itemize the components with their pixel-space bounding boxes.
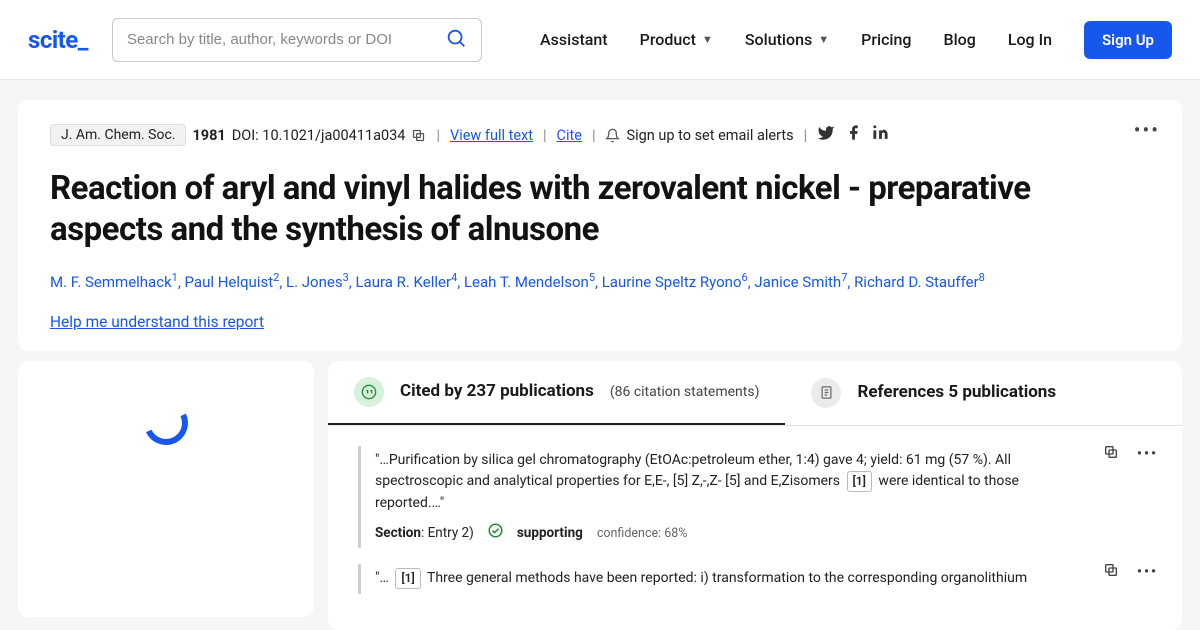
check-icon xyxy=(488,523,503,545)
nav-pricing[interactable]: Pricing xyxy=(861,30,911,49)
document-icon xyxy=(811,378,841,408)
meta-row: J. Am. Chem. Soc. 1981 DOI: 10.1021/ja00… xyxy=(50,124,1150,146)
author-link[interactable]: Leah T. Mendelson5 xyxy=(464,273,595,291)
divider: | xyxy=(436,127,440,144)
tab-references[interactable]: References 5 publications xyxy=(785,361,1082,425)
linkedin-icon[interactable] xyxy=(872,124,889,146)
nav-label: Log In xyxy=(1008,30,1052,49)
copy-icon[interactable] xyxy=(1103,562,1119,586)
author-link[interactable]: Laurine Speltz Ryono6 xyxy=(602,273,748,291)
more-icon[interactable]: ••• xyxy=(1137,562,1158,586)
citation-actions: ••• xyxy=(1103,444,1158,468)
alerts-text: Sign up to set email alerts xyxy=(626,127,793,144)
nav-label: Blog xyxy=(943,30,975,49)
reference-pill[interactable]: [1] xyxy=(395,568,420,589)
twitter-icon[interactable] xyxy=(817,124,835,146)
tab-cited-by[interactable]: Cited by 237 publications (86 citation s… xyxy=(328,361,785,425)
journal-badge: J. Am. Chem. Soc. xyxy=(50,124,186,146)
tabs-row: Cited by 237 publications (86 citation s… xyxy=(328,361,1182,426)
facebook-icon[interactable] xyxy=(845,124,862,146)
tab-text: Cited by 237 publications xyxy=(400,381,594,401)
top-header: scite_ Assistant Product ▼ Solutions ▼ Pri… xyxy=(0,0,1200,80)
nav-label: Solutions xyxy=(745,30,812,49)
classification-label: supporting xyxy=(517,523,583,544)
top-nav: Assistant Product ▼ Solutions ▼ Pricing Bl… xyxy=(540,21,1172,59)
nav-label: Assistant xyxy=(540,30,608,49)
author-link[interactable]: L. Jones3 xyxy=(286,273,349,291)
help-understand-link[interactable]: Help me understand this report xyxy=(50,313,264,331)
search-icon[interactable] xyxy=(445,27,467,53)
citation-text-pre: "… xyxy=(375,570,389,586)
divider: | xyxy=(543,127,547,144)
citation-text-post: Three general methods have been reported… xyxy=(427,570,1027,586)
author-link[interactable]: Richard D. Stauffer8 xyxy=(854,273,985,291)
nav-login[interactable]: Log In xyxy=(1008,30,1052,49)
social-icons xyxy=(817,124,889,146)
logo-text: scite xyxy=(28,26,78,54)
tab-title: References 5 publications xyxy=(857,382,1056,402)
side-panel xyxy=(18,361,314,617)
search-box[interactable] xyxy=(112,18,482,62)
cite-link[interactable]: Cite xyxy=(557,127,582,144)
confidence-label: confidence: 68% xyxy=(597,524,688,543)
author-link[interactable]: Janice Smith7 xyxy=(754,273,847,291)
doi-text: DOI: 10.1021/ja00411a034 xyxy=(232,127,406,144)
paper-card: ••• J. Am. Chem. Soc. 1981 DOI: 10.1021/… xyxy=(18,100,1182,351)
chevron-down-icon: ▼ xyxy=(818,33,829,46)
tab-subtitle: (86 citation statements) xyxy=(610,384,760,400)
logo[interactable]: scite_ xyxy=(28,26,88,54)
bell-icon[interactable] xyxy=(605,128,620,143)
nav-assistant[interactable]: Assistant xyxy=(540,30,608,49)
signup-button[interactable]: Sign Up xyxy=(1084,21,1172,59)
author-link[interactable]: Paul Helquist2 xyxy=(185,273,280,291)
divider: | xyxy=(592,127,596,144)
author-link[interactable]: Laura R. Keller4 xyxy=(355,273,457,291)
logo-underscore: _ xyxy=(78,26,88,54)
card-menu-icon[interactable]: ••• xyxy=(1134,118,1160,142)
quote-icon xyxy=(354,377,384,407)
view-full-text-link[interactable]: View full text xyxy=(450,127,533,144)
year: 1981 xyxy=(192,127,225,144)
reference-pill[interactable]: [1] xyxy=(847,471,872,492)
citations-list: ••• "…Purification by silica gel chromat… xyxy=(328,426,1182,630)
citation-actions: ••• xyxy=(1103,562,1158,586)
copy-icon[interactable] xyxy=(1103,444,1119,468)
loading-spinner-icon xyxy=(138,394,194,450)
chevron-down-icon: ▼ xyxy=(702,33,713,46)
citation-item: ••• "…Purification by silica gel chromat… xyxy=(358,446,1152,549)
lower-row: Cited by 237 publications (86 citation s… xyxy=(0,361,1200,630)
copy-icon[interactable] xyxy=(411,128,426,143)
section-label: Section: Entry 2) xyxy=(375,523,474,544)
citations-panel: Cited by 237 publications (86 citation s… xyxy=(328,361,1182,630)
nav-product[interactable]: Product ▼ xyxy=(640,30,713,49)
nav-blog[interactable]: Blog xyxy=(943,30,975,49)
search-input[interactable] xyxy=(127,31,435,48)
nav-solutions[interactable]: Solutions ▼ xyxy=(745,30,829,49)
nav-label: Product xyxy=(640,30,696,49)
citation-item: ••• "… [1] Three general methods have be… xyxy=(358,564,1152,594)
divider: | xyxy=(804,127,808,144)
author-link[interactable]: M. F. Semmelhack1 xyxy=(50,273,178,291)
authors-list: M. F. Semmelhack1, Paul Helquist2, L. Jo… xyxy=(50,271,1150,291)
tab-title: Cited by 237 publications xyxy=(400,381,594,401)
paper-title: Reaction of aryl and vinyl halides with … xyxy=(50,168,1150,251)
nav-label: Pricing xyxy=(861,30,911,49)
citation-meta: Section: Entry 2) supporting confidence:… xyxy=(375,523,1062,545)
signup-label: Sign Up xyxy=(1102,31,1154,49)
more-icon[interactable]: ••• xyxy=(1137,444,1158,468)
